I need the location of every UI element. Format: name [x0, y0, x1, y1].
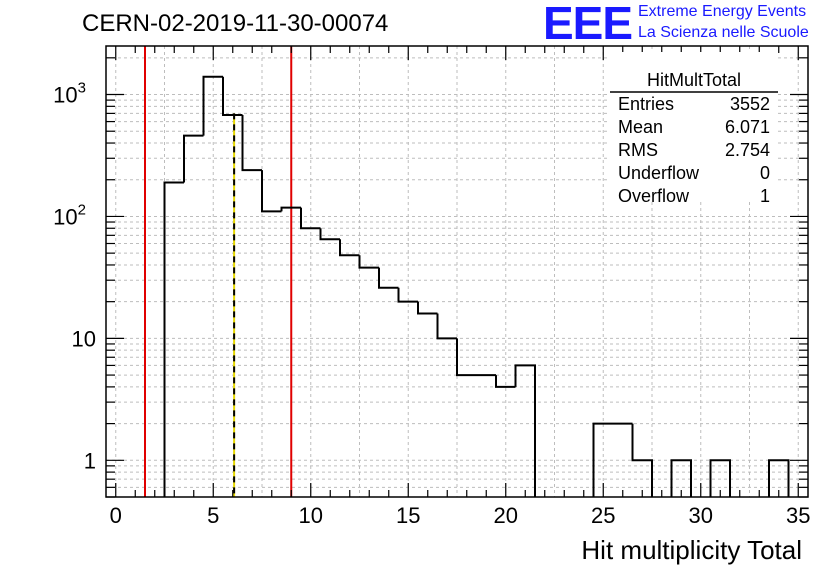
histogram-bin: [456, 338, 477, 377]
plot-title: CERN-02-2019-11-30-00074: [82, 10, 389, 37]
y-tick-label: 10: [72, 326, 96, 351]
histogram-bin: [358, 255, 379, 269]
histogram-bin: [495, 375, 516, 388]
x-tick-label: 30: [689, 503, 713, 528]
histogram-bin: [222, 76, 243, 116]
histogram-bin: [397, 287, 418, 303]
histogram-bin: [436, 313, 457, 340]
histogram-bin: [202, 75, 223, 136]
logo-line-1: Extreme Energy Events: [638, 3, 807, 20]
histogram-bin: [670, 459, 692, 497]
stats-row-value: 0: [760, 163, 770, 183]
y-tick-label: 1: [84, 448, 96, 473]
plot-frame: [105, 45, 809, 498]
y-tick-label: 103: [53, 80, 86, 108]
stats-row-label: Mean: [618, 117, 663, 137]
histogram-bin: [319, 228, 340, 241]
histogram-bin: [280, 206, 301, 212]
histogram-bin: [417, 301, 438, 315]
histogram-bin: [631, 423, 653, 497]
stats-row-value: 3552: [730, 94, 770, 114]
histogram-bin: [183, 134, 204, 183]
histogram-bin: [241, 114, 262, 172]
stats-row-value: 2.754: [725, 140, 770, 160]
histogram-bin: [300, 207, 321, 230]
x-axis-title: Hit multiplicity Total: [581, 535, 802, 565]
x-tick-label: 15: [396, 503, 420, 528]
stats-box-bg: [610, 52, 778, 202]
x-tick-label: 25: [591, 503, 615, 528]
x-tick-label: 0: [110, 503, 122, 528]
x-tick-label: 35: [786, 503, 810, 528]
eee-logo: EEE: [543, 0, 633, 49]
histogram-bin: [339, 239, 360, 257]
y-tick-label: 102: [53, 201, 86, 229]
stats-row-value: 1: [760, 186, 770, 206]
x-tick-label: 10: [299, 503, 323, 528]
stats-box-title: HitMultTotal: [647, 70, 741, 90]
stats-row-label: Entries: [618, 94, 674, 114]
histogram-bin: [709, 459, 731, 497]
x-tick-label: 20: [494, 503, 518, 528]
histogram-bin: [378, 267, 399, 289]
stats-row-label: Underflow: [618, 163, 700, 183]
histogram-bin: [768, 459, 790, 497]
histogram-bin: [592, 422, 613, 497]
stats-row-label: RMS: [618, 140, 658, 160]
histogram-bin: [261, 170, 282, 213]
histogram-bin: [514, 364, 536, 497]
logo-line-2: La Scienza nelle Scuole: [638, 24, 809, 41]
stats-row-label: Overflow: [618, 186, 690, 206]
histogram-bin: [163, 181, 184, 497]
x-tick-label: 5: [207, 503, 219, 528]
stats-row-value: 6.071: [725, 117, 770, 137]
